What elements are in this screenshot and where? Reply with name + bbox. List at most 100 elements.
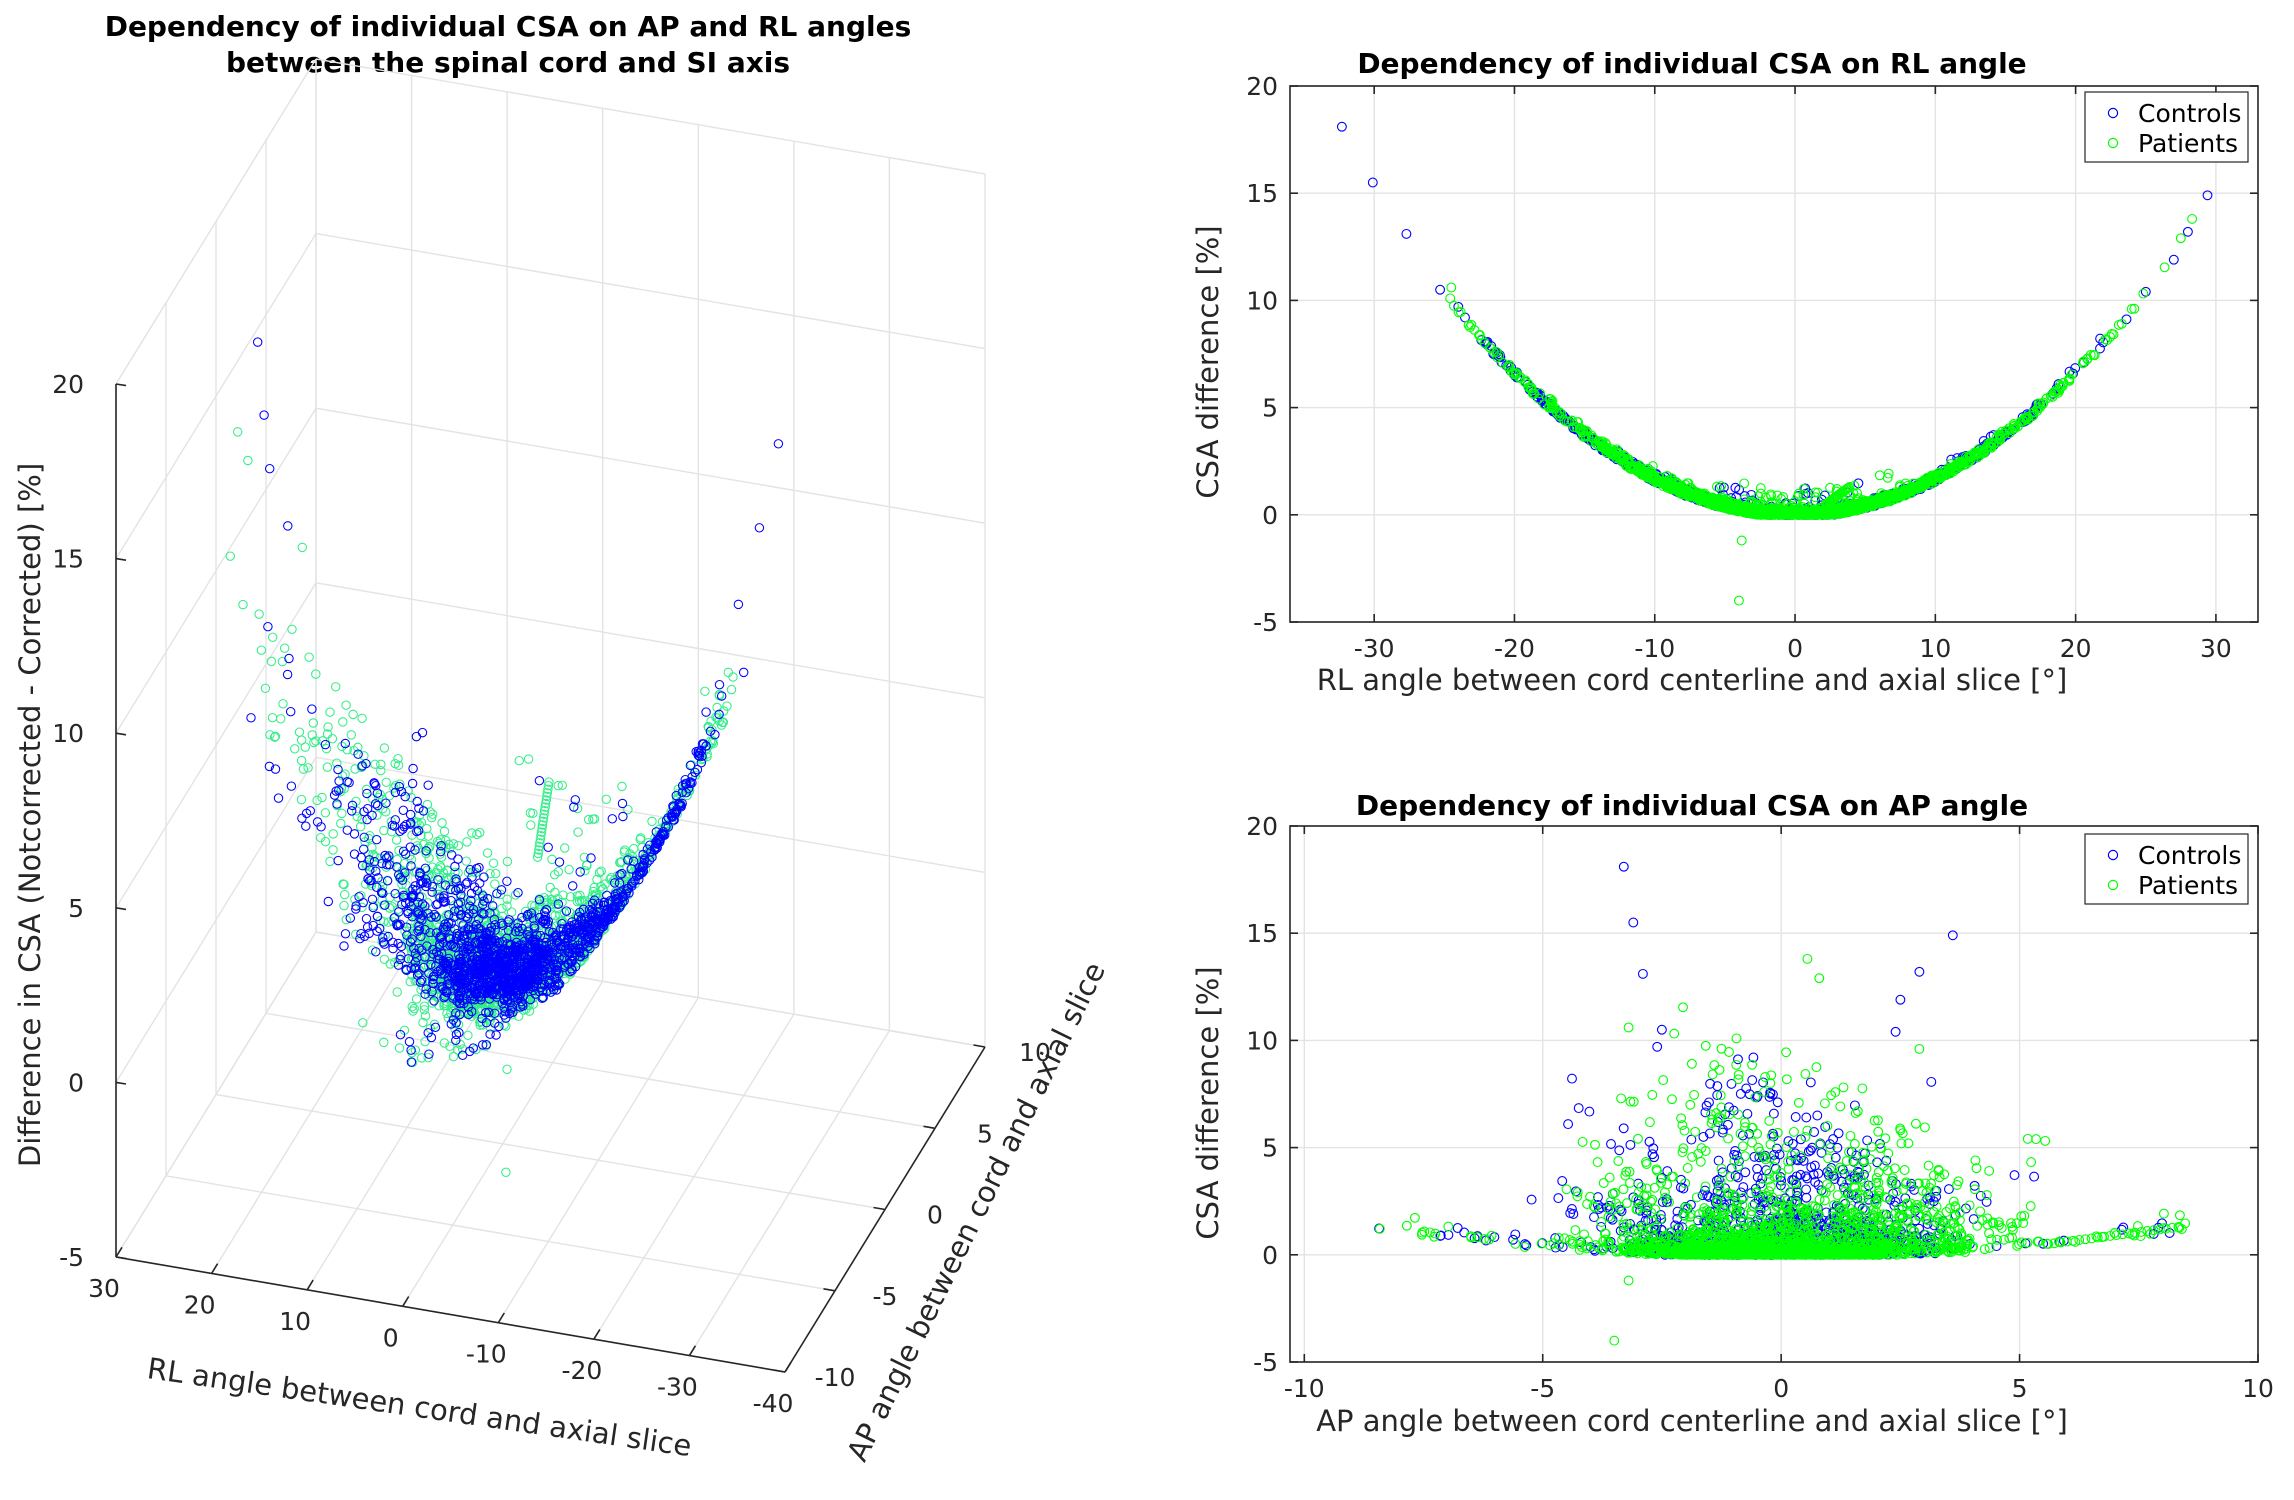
plot3d-ytick-label: 10 <box>1019 1038 1051 1067</box>
plot3d-point-patients <box>336 818 346 829</box>
plot3d-point-patients <box>232 427 243 437</box>
plot3d-point-patients <box>722 701 732 711</box>
plot3d-point-patients <box>277 656 288 667</box>
plot3d-xtick-label: 20 <box>184 1290 216 1319</box>
plot3d-point-patients <box>360 836 370 847</box>
plot3d-point-patients <box>337 771 348 781</box>
plot3d-point-patients <box>339 879 349 890</box>
plot3d-point-patients <box>348 709 358 720</box>
plot3d-point-patients <box>298 764 309 774</box>
plot3d-ztick-mark <box>115 383 127 387</box>
plot3d-point-patients <box>443 875 454 885</box>
plot3d-point-controls <box>264 463 275 474</box>
plot3d-point-patients <box>421 848 431 859</box>
plot3d-point-controls <box>371 834 382 845</box>
plot3d-point-patients <box>270 731 281 742</box>
plot3d-point-controls <box>773 439 784 449</box>
plot3d-point-patients <box>308 718 319 728</box>
plot3d-point-controls <box>738 667 749 678</box>
plot3d-point-patients <box>502 856 513 867</box>
plot3d-point-patients <box>490 879 500 889</box>
plot3d-grid-line <box>315 58 986 175</box>
plot3d-point-patients <box>502 894 512 905</box>
plot3d-point-controls <box>283 521 293 531</box>
plot3d-point-patients <box>502 1064 512 1075</box>
plot3d-point-patients <box>377 895 387 905</box>
plot3d-point-patients <box>412 817 422 827</box>
plot3d-point-controls <box>349 829 360 839</box>
plot3d-point-patients <box>601 794 612 805</box>
plot3d-point-patients <box>553 893 563 904</box>
plot3d-ztick-mark <box>115 907 127 911</box>
plot3d-point-patients <box>407 970 417 980</box>
plot3d-point-patients <box>524 1006 535 1016</box>
plot3d-point-patients <box>338 717 348 727</box>
plot3d-xtick-label: -40 <box>753 1389 794 1418</box>
plot3d-xtick-label: 0 <box>383 1323 399 1352</box>
plot3d-point-patients <box>238 599 248 610</box>
plot3d-point-patients <box>463 1030 473 1041</box>
plot3d-grid-line <box>115 58 317 385</box>
plot3d-ylabel: AP angle between cord and axial slice <box>840 957 1112 1467</box>
plot3d-point-patients <box>418 1017 428 1028</box>
plot3d-point-patients <box>501 1167 511 1178</box>
plot3d-point-controls <box>405 809 416 820</box>
plot3d-point-patients <box>573 827 583 837</box>
plot3d-point-patients <box>367 863 378 873</box>
plot3d-ytick-mark <box>823 1288 836 1292</box>
plot3d-point-patients <box>397 879 407 890</box>
plot3d-point-controls <box>263 621 273 632</box>
plot3d-ytick-label: 5 <box>977 1119 993 1148</box>
plot3d-point-patients <box>266 656 277 667</box>
plot3d-point-patients <box>581 860 592 870</box>
plot3d-point-patients <box>419 1005 430 1015</box>
plot3d-point-patients <box>378 803 388 814</box>
plot3d-point-controls <box>362 922 373 932</box>
plot3d-point-patients <box>453 840 464 851</box>
plot3d-point-patients <box>620 845 630 855</box>
plot3d-point-patients <box>419 1001 430 1011</box>
plot3d-point-controls <box>754 523 765 533</box>
plot3d-point-patients <box>275 714 286 724</box>
plot3d-point-patients <box>385 959 395 969</box>
plot3d-point-patients <box>408 896 418 907</box>
plot3d-point-controls <box>284 653 294 664</box>
plot3d-point-patients <box>600 879 610 889</box>
plot3d-point-patients <box>317 792 327 803</box>
plot3d-point-patients <box>514 755 524 766</box>
plot3d-point-controls <box>408 763 418 774</box>
plot3d-point-patients <box>558 890 568 900</box>
plot3d-point-patients <box>526 820 536 830</box>
plot3d-point-patients <box>307 730 317 740</box>
plot3d-ztick-label: 5 <box>68 894 84 923</box>
plot3d-xtick-mark <box>210 1263 219 1274</box>
plot3d-point-patients <box>422 865 432 876</box>
plot3d-point-patients <box>341 700 351 710</box>
plot3d-point-patients <box>545 882 555 893</box>
plot3d-point-patients <box>448 1051 459 1062</box>
plot3d-title-line1: Dependency of individual CSA on AP and R… <box>105 10 912 43</box>
plot3d-point-patients <box>423 1052 433 1063</box>
plot3d-point-patients <box>394 1043 405 1053</box>
plot3d-point-patients <box>418 981 428 992</box>
plot3d-point-patients <box>448 839 459 849</box>
plot3d-point-patients <box>243 455 253 466</box>
plotRL: Dependency of individual CSA on RL angle… <box>1191 47 2259 697</box>
plot3d: Dependency of individual CSA on AP and R… <box>13 10 1112 1466</box>
plot3d-point-patients <box>427 998 438 1008</box>
plot3d-point-patients <box>267 632 278 643</box>
plot3d-grid-line <box>315 407 986 524</box>
plot3d-point-controls <box>567 881 578 891</box>
gRL-plot-area <box>1290 86 2258 622</box>
plot3d-point-controls <box>282 669 293 680</box>
plot3d-point-controls <box>543 842 553 853</box>
plot3d-xtick-mark <box>115 1246 123 1258</box>
plot3d-point-patients <box>583 814 594 825</box>
plot3d-point-patients <box>420 1011 431 1021</box>
plot3d-point-controls <box>358 844 369 854</box>
plot3d-point-patients <box>300 742 311 752</box>
plot3d-point-controls <box>333 855 343 866</box>
plot3d-point-patients <box>451 910 461 921</box>
plot3d-point-patients <box>647 816 657 827</box>
plot3d-point-patients <box>467 828 477 838</box>
